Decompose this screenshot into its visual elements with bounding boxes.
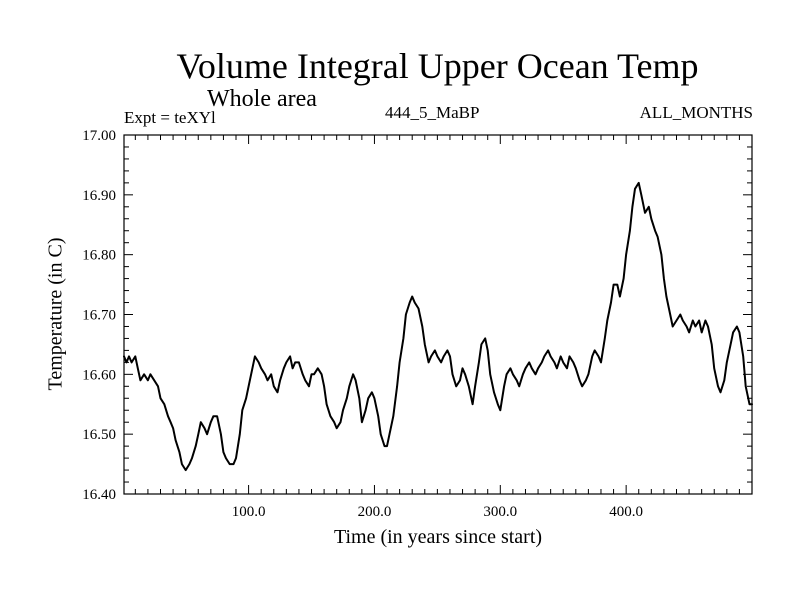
- y-tick-label: 16.60: [82, 367, 116, 383]
- x-tick-label: 100.0: [232, 504, 266, 520]
- y-tick-label: 16.90: [82, 188, 116, 204]
- y-tick-label: 17.00: [82, 128, 116, 144]
- y-tick-label: 16.70: [82, 308, 116, 324]
- plot-frame: [123, 134, 753, 495]
- y-tick-label: 16.50: [82, 427, 116, 443]
- x-axis-label: Time (in years since start): [333, 526, 543, 548]
- axis-ticks: 100.0 200.0 300.0 400.0 16.40 16.50 16.60 16.70…: [82, 128, 752, 520]
- x-tick-label: 200.0: [358, 504, 392, 520]
- chart-title: Volume Integral Upper Ocean Temp: [176, 46, 699, 86]
- months-label: ALL_MONTHS: [639, 103, 753, 122]
- x-tick-label: 400.0: [609, 504, 643, 520]
- y-tick-label: 16.80: [82, 248, 116, 264]
- x-tick-label: 300.0: [483, 504, 517, 520]
- y-tick-label: 16.40: [82, 487, 116, 503]
- experiment-label: Expt = teXYl: [124, 108, 216, 127]
- series-line: [123, 181, 753, 472]
- run-label: 444_5_MaBP: [385, 103, 480, 122]
- chart-subtitle: Whole area: [207, 86, 317, 112]
